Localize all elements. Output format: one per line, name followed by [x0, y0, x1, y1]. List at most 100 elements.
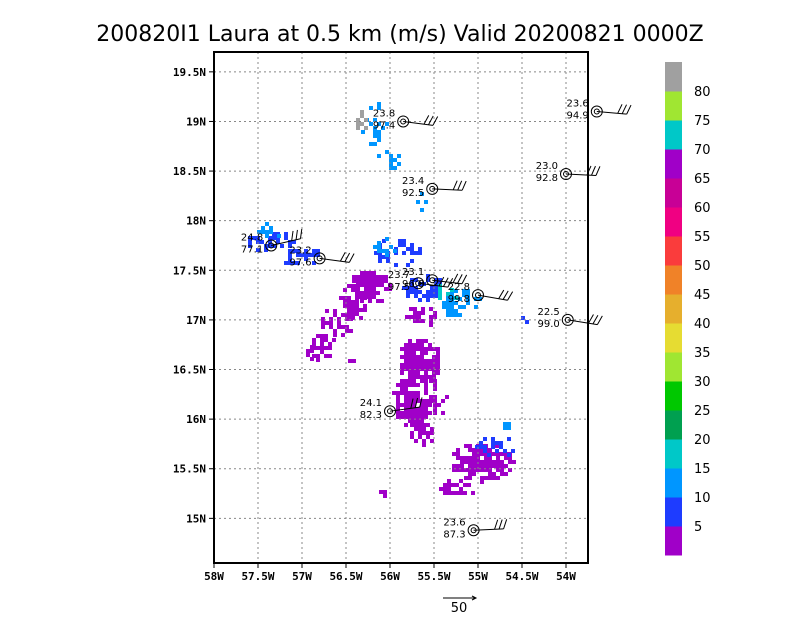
- echo-cell: [316, 249, 320, 253]
- x-tick-label: 54.5W: [505, 570, 538, 583]
- echo-cell: [368, 283, 372, 287]
- marker-outer-ring: [384, 405, 396, 418]
- echo-cell: [352, 279, 356, 283]
- echo-cell: [420, 355, 424, 359]
- echo-cell: [360, 271, 364, 275]
- echo-cell: [487, 453, 491, 457]
- echo-cell: [339, 296, 343, 300]
- echo-cell: [418, 290, 422, 294]
- reference-vector-label: 50: [451, 601, 468, 616]
- echo-cell: [472, 456, 476, 460]
- echo-cell: [369, 122, 373, 126]
- echo-cell: [404, 411, 408, 415]
- echo-cell: [406, 286, 410, 290]
- echo-cell: [460, 456, 464, 460]
- echo-cell: [361, 130, 365, 134]
- echo-cell: [385, 150, 389, 154]
- echo-cell: [306, 349, 310, 353]
- echo-cell: [320, 350, 324, 354]
- echo-cell: [347, 300, 351, 304]
- echo-cell: [329, 321, 333, 325]
- echo-cell: [420, 363, 424, 367]
- echo-cell: [424, 359, 428, 363]
- observation-markers: 23.897.423.492.523.694.923.092.824.877.1…: [241, 99, 632, 540]
- echo-cell: [420, 399, 424, 403]
- echo-cell: [385, 122, 389, 126]
- echo-cell: [348, 359, 352, 363]
- echo-cell: [443, 487, 447, 491]
- echo-cell: [496, 460, 500, 464]
- echo-cell: [265, 234, 269, 238]
- echo-cell: [432, 363, 436, 367]
- echo-cell: [296, 253, 300, 257]
- echo-cell: [328, 346, 332, 350]
- echo-cell: [400, 387, 404, 391]
- echo-cell: [468, 448, 472, 452]
- echo-cell: [504, 464, 508, 468]
- echo-cell: [488, 456, 492, 460]
- echo-cell: [456, 456, 460, 460]
- echo-cell: [368, 271, 372, 275]
- colorbar-segment: [665, 207, 682, 237]
- echo-cell: [424, 379, 428, 383]
- echo-cell: [248, 236, 252, 240]
- echo-cell: [418, 251, 422, 255]
- echo-cell: [372, 295, 376, 299]
- wind-barb-feather: [457, 180, 463, 191]
- y-tick-label: 18N: [186, 215, 206, 228]
- observation-direction-label: 99.8: [448, 294, 470, 305]
- echo-cell: [360, 114, 364, 118]
- echo-cell: [450, 313, 454, 317]
- observation-speed-label: 23.6: [443, 517, 465, 528]
- echo-cell: [507, 437, 511, 441]
- echo-cell: [389, 158, 393, 162]
- echo-cell: [382, 239, 386, 243]
- echo-cell: [378, 259, 382, 263]
- echo-cell: [404, 347, 408, 351]
- echo-cell: [434, 278, 438, 282]
- echo-cell: [316, 346, 320, 350]
- echo-cell: [368, 287, 372, 291]
- echo-cell: [260, 240, 264, 244]
- wind-barb-feather: [595, 166, 601, 176]
- observation-direction-label: 92.5: [402, 188, 424, 199]
- wind-barb-feather: [428, 115, 434, 125]
- echo-cell: [525, 320, 529, 324]
- echo-cell: [356, 279, 360, 283]
- echo-cell: [376, 291, 380, 295]
- echo-cell: [412, 359, 416, 363]
- colorbar-segment: [665, 236, 682, 266]
- wind-barb-staff: [432, 279, 463, 285]
- echo-cell: [364, 275, 368, 279]
- echo-cell: [488, 468, 492, 472]
- echo-cell: [466, 297, 470, 301]
- echo-cell: [433, 403, 437, 407]
- echo-cell: [379, 490, 383, 494]
- echo-cell: [410, 431, 414, 435]
- echo-cell: [393, 158, 397, 162]
- echo-cell: [521, 316, 525, 320]
- echo-cell: [324, 334, 328, 338]
- echo-cell: [418, 435, 422, 439]
- colorbar-label: 35: [694, 346, 711, 361]
- echo-cell: [380, 283, 384, 287]
- echo-cell: [377, 241, 381, 245]
- echo-cell: [418, 427, 422, 431]
- echo-cell: [372, 287, 376, 291]
- echo-cell: [288, 261, 292, 265]
- echo-cell: [468, 464, 472, 468]
- echo-cell: [488, 476, 492, 480]
- echo-cell: [304, 257, 308, 261]
- echo-cell: [341, 333, 345, 337]
- echo-cell: [413, 315, 417, 319]
- wind-barb-feather: [419, 397, 423, 408]
- echo-cell: [389, 166, 393, 170]
- echo-cell: [424, 339, 428, 343]
- echo-cell: [368, 291, 372, 295]
- echo-cell: [420, 347, 424, 351]
- echo-cell: [394, 263, 398, 267]
- echo-cell: [420, 192, 424, 196]
- echo-cell: [410, 290, 414, 294]
- echo-cell: [464, 444, 468, 448]
- echo-cell: [377, 134, 381, 138]
